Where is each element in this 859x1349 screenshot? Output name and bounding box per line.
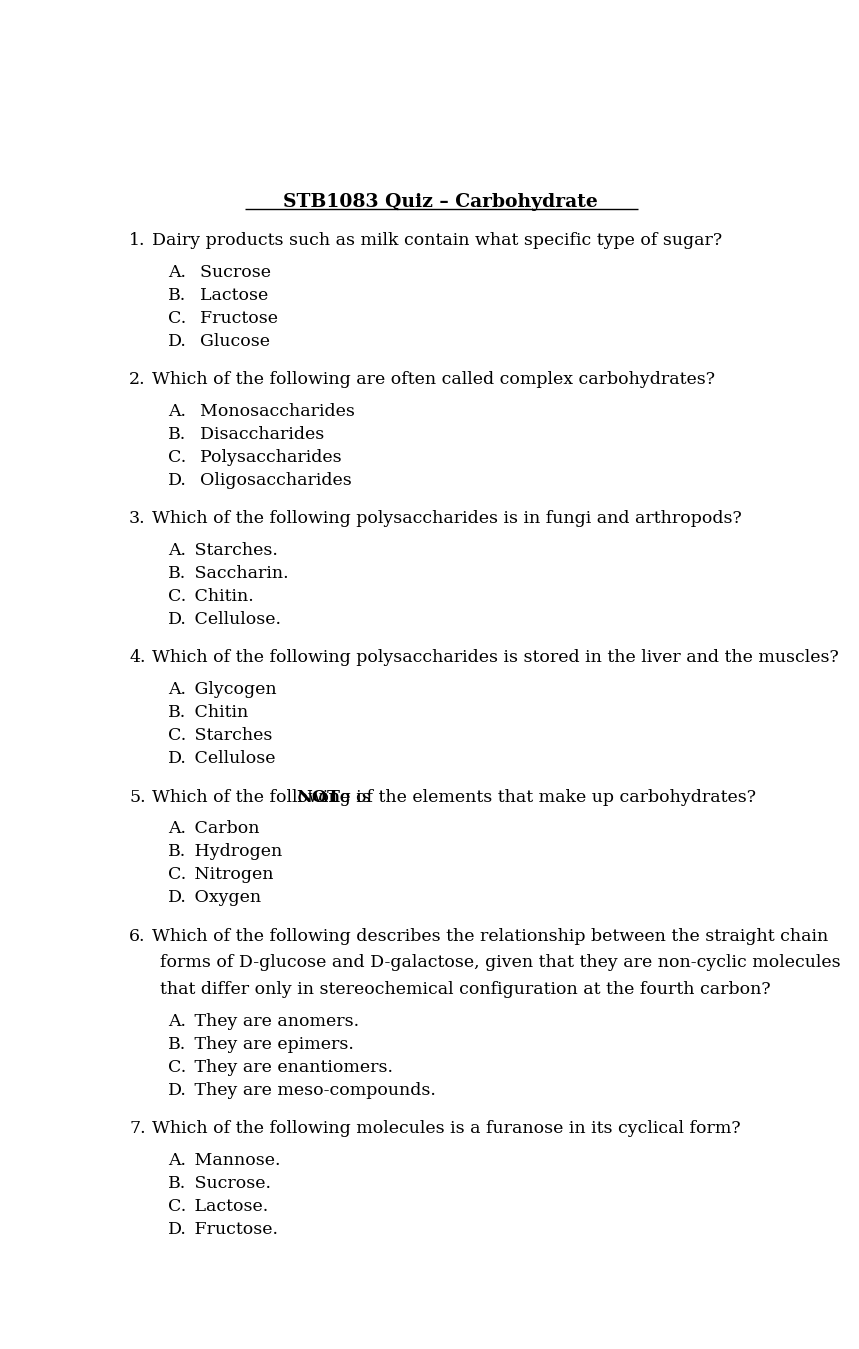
Text: Sucrose.: Sucrose. (189, 1175, 271, 1191)
Text: Carbon: Carbon (189, 820, 259, 838)
Text: A.: A. (168, 403, 186, 420)
Text: Oxygen: Oxygen (189, 889, 261, 907)
Text: Fructose: Fructose (189, 310, 277, 326)
Text: C.: C. (168, 727, 186, 745)
Text: Hydrogen: Hydrogen (189, 843, 282, 861)
Text: Starches: Starches (189, 727, 272, 745)
Text: They are anomers.: They are anomers. (189, 1013, 359, 1029)
Text: 1.: 1. (129, 232, 145, 250)
Text: Chitin.: Chitin. (189, 588, 253, 606)
Text: B.: B. (168, 426, 186, 442)
Text: Which of the following polysaccharides is in fungi and arthropods?: Which of the following polysaccharides i… (152, 510, 742, 527)
Text: Cellulose.: Cellulose. (189, 611, 281, 629)
Text: A.: A. (168, 1013, 186, 1029)
Text: NOT: NOT (296, 789, 340, 805)
Text: 3.: 3. (129, 510, 146, 527)
Text: B.: B. (168, 1175, 186, 1191)
Text: C.: C. (168, 1059, 186, 1075)
Text: They are meso-compounds.: They are meso-compounds. (189, 1082, 436, 1098)
Text: B.: B. (168, 1036, 186, 1052)
Text: C.: C. (168, 449, 186, 465)
Text: D.: D. (168, 1082, 186, 1098)
Text: D.: D. (168, 750, 186, 768)
Text: C.: C. (168, 1198, 186, 1214)
Text: Which of the following polysaccharides is stored in the liver and the muscles?: Which of the following polysaccharides i… (152, 649, 839, 666)
Text: Dairy products such as milk contain what specific type of sugar?: Dairy products such as milk contain what… (152, 232, 722, 250)
Text: B.: B. (168, 704, 186, 722)
Text: 5.: 5. (129, 789, 146, 805)
Text: D.: D. (168, 333, 186, 349)
Text: Which of the following molecules is a furanose in its cyclical form?: Which of the following molecules is a fu… (152, 1120, 741, 1137)
Text: STB1083 Quiz – Carbohydrate: STB1083 Quiz – Carbohydrate (283, 193, 598, 212)
Text: D.: D. (168, 611, 186, 629)
Text: Disaccharides: Disaccharides (189, 426, 324, 442)
Text: D.: D. (168, 889, 186, 907)
Text: Fructose.: Fructose. (189, 1221, 277, 1237)
Text: A.: A. (168, 820, 186, 838)
Text: 6.: 6. (129, 928, 145, 944)
Text: A.: A. (168, 681, 186, 699)
Text: Glucose: Glucose (189, 333, 270, 349)
Text: 7.: 7. (129, 1120, 146, 1137)
Text: Mannose.: Mannose. (189, 1152, 280, 1168)
Text: B.: B. (168, 565, 186, 583)
Text: Oligosaccharides: Oligosaccharides (189, 472, 351, 488)
Text: D.: D. (168, 472, 186, 488)
Text: that differ only in stereochemical configuration at the fourth carbon?: that differ only in stereochemical confi… (160, 981, 771, 998)
Text: Saccharin.: Saccharin. (189, 565, 289, 583)
Text: Starches.: Starches. (189, 542, 277, 560)
Text: A.: A. (168, 542, 186, 560)
Text: B.: B. (168, 843, 186, 861)
Text: Which of the following are often called complex carbohydrates?: Which of the following are often called … (152, 371, 716, 389)
Text: Which of the following describes the relationship between the straight chain: Which of the following describes the rel… (152, 928, 829, 944)
Text: A.: A. (168, 1152, 186, 1168)
Text: B.: B. (168, 287, 186, 304)
Text: Cellulose: Cellulose (189, 750, 275, 768)
Text: Polysaccharides: Polysaccharides (189, 449, 341, 465)
Text: C.: C. (168, 310, 186, 326)
Text: one of the elements that make up carbohydrates?: one of the elements that make up carbohy… (313, 789, 756, 805)
Text: 2.: 2. (129, 371, 146, 389)
Text: Lactose.: Lactose. (189, 1198, 268, 1214)
Text: They are enantiomers.: They are enantiomers. (189, 1059, 393, 1075)
Text: D.: D. (168, 1221, 186, 1237)
Text: Chitin: Chitin (189, 704, 248, 722)
Text: forms of D-glucose and D-galactose, given that they are non-cyclic molecules: forms of D-glucose and D-galactose, give… (160, 954, 841, 971)
Text: C.: C. (168, 866, 186, 884)
Text: A.: A. (168, 264, 186, 281)
Text: Nitrogen: Nitrogen (189, 866, 273, 884)
Text: C.: C. (168, 588, 186, 606)
Text: 4.: 4. (129, 649, 145, 666)
Text: Which of the following is: Which of the following is (152, 789, 376, 805)
Text: Sucrose: Sucrose (189, 264, 271, 281)
Text: Lactose: Lactose (189, 287, 268, 304)
Text: They are epimers.: They are epimers. (189, 1036, 354, 1052)
Text: Glycogen: Glycogen (189, 681, 277, 699)
Text: Monosaccharides: Monosaccharides (189, 403, 355, 420)
